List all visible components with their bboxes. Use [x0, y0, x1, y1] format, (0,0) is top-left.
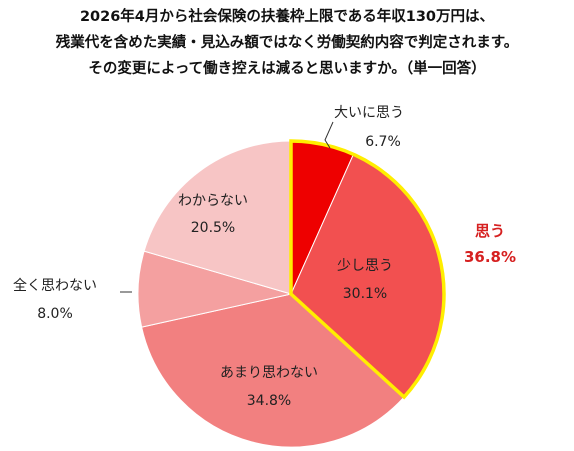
slice-mattaku-omowanai-label: 全く思わない	[13, 277, 97, 294]
title-line-1: 2026年4月から社会保険の扶養枠上限である年収130万円は、	[79, 9, 495, 25]
chart-title: 2026年4月から社会保険の扶養枠上限である年収130万円は、 残業代を含めた実…	[0, 4, 574, 82]
slice-amari-omowanai-value: 34.8%	[247, 393, 291, 409]
slice-daini-omou-leader-line	[324, 121, 334, 149]
slice-daini-omou-label: 大いに思う	[334, 105, 404, 121]
slice-wakaranai	[143, 140, 292, 295]
callout-value: 36.8%	[464, 248, 516, 266]
slice-mattaku-omowanai-value: 8.0%	[37, 306, 73, 322]
slice-sukoshi-omou-label: 少し思う	[337, 258, 393, 274]
slice-daini-omou-value: 6.7%	[365, 134, 401, 150]
slice-amari-omowanai-label: あまり思わない	[220, 365, 318, 381]
title-line-2: 残業代を含めた実績・見込み額ではなく労働契約内容で判定されます。	[55, 35, 519, 51]
highlight-outline	[289, 139, 446, 400]
callout-label: 思う	[475, 222, 505, 240]
slice-wakaranai-label: わからない	[178, 193, 248, 209]
slice-amari-omowanai	[141, 293, 405, 448]
title-line-3: その変更によって働き控えは減ると思いますか。（単一回答）	[88, 61, 486, 77]
slice-sukoshi-omou-value: 30.1%	[343, 286, 387, 302]
slice-wakaranai-value: 20.5%	[191, 220, 235, 236]
